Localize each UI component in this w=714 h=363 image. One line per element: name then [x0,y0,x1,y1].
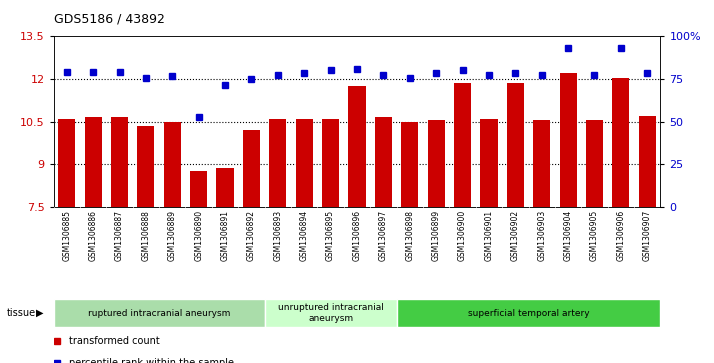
Bar [84,117,101,207]
Text: GSM1306885: GSM1306885 [62,210,71,261]
Text: ▶: ▶ [36,308,44,318]
Text: tissue: tissue [7,308,36,318]
Bar [111,117,128,207]
Bar [216,168,233,207]
Text: GSM1306892: GSM1306892 [247,210,256,261]
Text: transformed count: transformed count [69,336,159,346]
Text: GSM1306889: GSM1306889 [168,210,177,261]
Bar [639,117,656,207]
Bar [560,73,577,207]
Text: GSM1306896: GSM1306896 [353,210,361,261]
Bar [613,78,630,207]
Text: GSM1306897: GSM1306897 [379,210,388,261]
Bar [269,119,286,207]
Bar [137,126,154,207]
Text: GSM1306887: GSM1306887 [115,210,124,261]
Text: GSM1306903: GSM1306903 [537,210,546,261]
Text: percentile rank within the sample: percentile rank within the sample [69,358,233,363]
Text: GSM1306899: GSM1306899 [432,210,441,261]
Bar [507,83,524,207]
Text: GSM1306898: GSM1306898 [406,210,414,261]
Bar [164,122,181,207]
Text: GSM1306904: GSM1306904 [563,210,573,261]
Bar [586,120,603,207]
Text: GSM1306886: GSM1306886 [89,210,98,261]
Bar [243,130,260,207]
Bar [348,86,366,207]
Text: GSM1306891: GSM1306891 [221,210,230,261]
Bar [396,299,660,327]
Bar [190,171,207,207]
Text: GSM1306901: GSM1306901 [484,210,493,261]
Text: GSM1306890: GSM1306890 [194,210,203,261]
Bar [54,299,265,327]
Text: GSM1306894: GSM1306894 [300,210,308,261]
Bar [58,119,75,207]
Text: GSM1306893: GSM1306893 [273,210,282,261]
Text: GSM1306907: GSM1306907 [643,210,652,261]
Bar [481,119,498,207]
Bar [375,117,392,207]
Bar [322,119,339,207]
Text: unruptured intracranial
aneurysm: unruptured intracranial aneurysm [278,303,383,323]
Text: GSM1306895: GSM1306895 [326,210,335,261]
Bar [296,119,313,207]
Text: GSM1306905: GSM1306905 [590,210,599,261]
Bar [533,120,550,207]
Text: GSM1306906: GSM1306906 [616,210,625,261]
Bar [401,122,418,207]
Bar [428,120,445,207]
Bar [265,299,396,327]
Bar [454,83,471,207]
Text: GDS5186 / 43892: GDS5186 / 43892 [54,12,164,25]
Text: GSM1306902: GSM1306902 [511,210,520,261]
Text: GSM1306888: GSM1306888 [141,210,151,261]
Text: GSM1306900: GSM1306900 [458,210,467,261]
Text: superficial temporal artery: superficial temporal artery [468,309,589,318]
Text: ruptured intracranial aneurysm: ruptured intracranial aneurysm [88,309,231,318]
